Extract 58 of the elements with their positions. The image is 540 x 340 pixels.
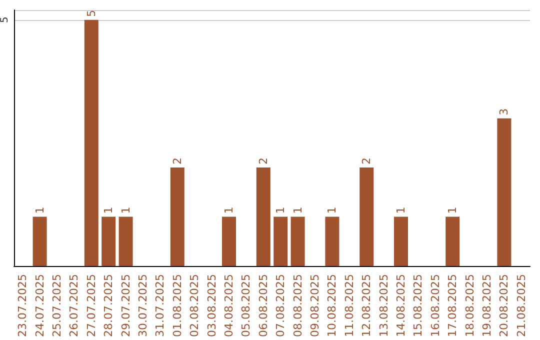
x-tick-label: 01.08.2025 bbox=[170, 274, 184, 338]
x-tick-label: 06.08.2025 bbox=[256, 274, 270, 338]
data-label: 1 bbox=[446, 206, 460, 214]
x-tick-label: 16.08.2025 bbox=[428, 274, 442, 338]
x-tick-label: 23.07.2025 bbox=[16, 274, 30, 338]
x-tick-label: 11.08.2025 bbox=[342, 274, 356, 338]
x-tick-label: 28.07.2025 bbox=[102, 274, 116, 338]
data-label: 2 bbox=[170, 158, 184, 165]
x-tick-label: 02.08.2025 bbox=[188, 274, 202, 338]
x-tick-label: 15.08.2025 bbox=[412, 274, 425, 338]
bar bbox=[360, 168, 374, 266]
bar bbox=[274, 216, 288, 266]
bar bbox=[102, 216, 116, 266]
x-tick-label: 29.07.2025 bbox=[119, 274, 132, 338]
bar bbox=[32, 216, 47, 266]
x-tick-label: 24.07.2025 bbox=[33, 274, 46, 338]
x-tick-label: 17.08.2025 bbox=[446, 274, 460, 338]
x-tick-label: 20.08.2025 bbox=[498, 274, 511, 338]
bar bbox=[394, 216, 408, 266]
data-label: 2 bbox=[256, 158, 270, 165]
x-tick-label: 25.07.2025 bbox=[50, 274, 64, 338]
x-tick-label: 14.08.2025 bbox=[394, 274, 408, 338]
bar bbox=[84, 20, 98, 266]
x-tick-label: 27.07.2025 bbox=[84, 274, 98, 338]
data-label: 1 bbox=[291, 206, 304, 214]
x-tick-label: 26.07.2025 bbox=[68, 274, 81, 338]
x-tick-label: 03.08.2025 bbox=[205, 274, 218, 338]
bar bbox=[222, 216, 236, 266]
data-label: 1 bbox=[222, 206, 236, 214]
data-label: 1 bbox=[102, 206, 116, 214]
x-tick-label: 13.08.2025 bbox=[377, 274, 390, 338]
x-tick-label: 30.07.2025 bbox=[136, 274, 150, 338]
x-tick-label: 19.08.2025 bbox=[480, 274, 494, 338]
data-label: 1 bbox=[33, 206, 46, 214]
x-tick-label: 07.08.2025 bbox=[274, 274, 288, 338]
x-tick-label: 09.08.2025 bbox=[308, 274, 322, 338]
bar bbox=[497, 118, 512, 266]
bar bbox=[325, 216, 340, 266]
x-tick-label: 12.08.2025 bbox=[360, 274, 374, 338]
data-label: 1 bbox=[394, 206, 408, 214]
x-tick-label: 21.08.2025 bbox=[514, 274, 528, 338]
bar bbox=[256, 168, 270, 266]
data-label: 2 bbox=[360, 158, 374, 165]
x-tick-label: 18.08.2025 bbox=[463, 274, 476, 338]
x-tick-label: 04.08.2025 bbox=[222, 274, 236, 338]
bar bbox=[118, 216, 133, 266]
data-label: 5 bbox=[84, 10, 98, 17]
bar bbox=[446, 216, 460, 266]
data-label: 1 bbox=[274, 206, 288, 214]
data-label: 3 bbox=[498, 108, 511, 116]
x-tick-label: 10.08.2025 bbox=[326, 274, 339, 338]
bar bbox=[170, 168, 184, 266]
data-label: 1 bbox=[326, 206, 339, 214]
x-tick-label: 31.07.2025 bbox=[154, 274, 167, 338]
x-tick-label: 08.08.2025 bbox=[291, 274, 304, 338]
data-label: 1 bbox=[119, 206, 132, 214]
bar bbox=[290, 216, 305, 266]
x-tick-label: 05.08.2025 bbox=[240, 274, 253, 338]
